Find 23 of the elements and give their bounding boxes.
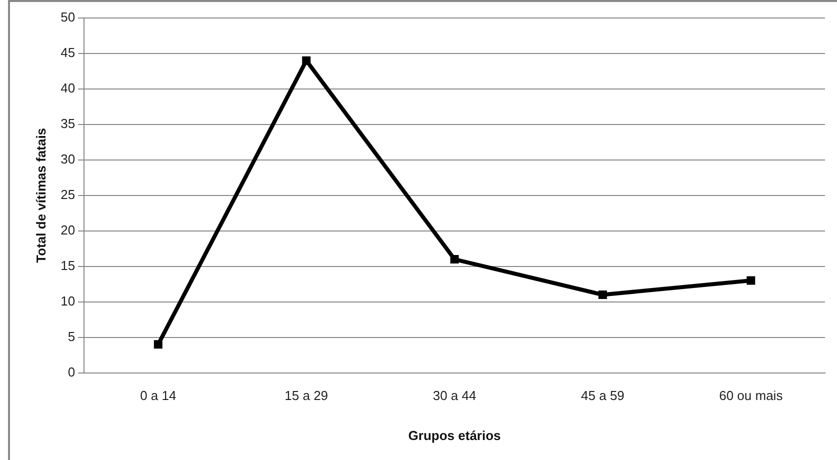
point xyxy=(598,290,607,299)
y-tick-label: 10 xyxy=(60,293,76,308)
x-tick-label: 0 a 14 xyxy=(140,388,176,404)
y-tick-label: 15 xyxy=(60,258,76,273)
y-tick-label: 20 xyxy=(60,222,76,238)
x-tick-label: 30 a 44 xyxy=(432,388,476,404)
y-tick-label: 40 xyxy=(60,80,76,96)
point xyxy=(302,56,311,65)
point xyxy=(154,340,162,349)
x-tick-label: 45 a 59 xyxy=(581,388,624,404)
y-tick-label: 35 xyxy=(60,116,76,132)
x-axis-title: Grupos etários xyxy=(408,428,501,443)
y-tick-label: 30 xyxy=(60,152,76,166)
x-tick-label: 60 ou mais xyxy=(719,388,784,404)
y-tick-label: 50 xyxy=(60,10,76,25)
point xyxy=(450,255,459,264)
y-tick-label: 0 xyxy=(68,364,76,380)
y-tick-label: 45 xyxy=(60,45,76,60)
point xyxy=(746,276,756,285)
y-axis-title: Total de vítimas fatais xyxy=(33,128,48,263)
y-tick-label: 25 xyxy=(60,186,76,202)
x-tick-label: 15 a 29 xyxy=(284,388,328,404)
y-tick-label: 5 xyxy=(68,328,76,344)
